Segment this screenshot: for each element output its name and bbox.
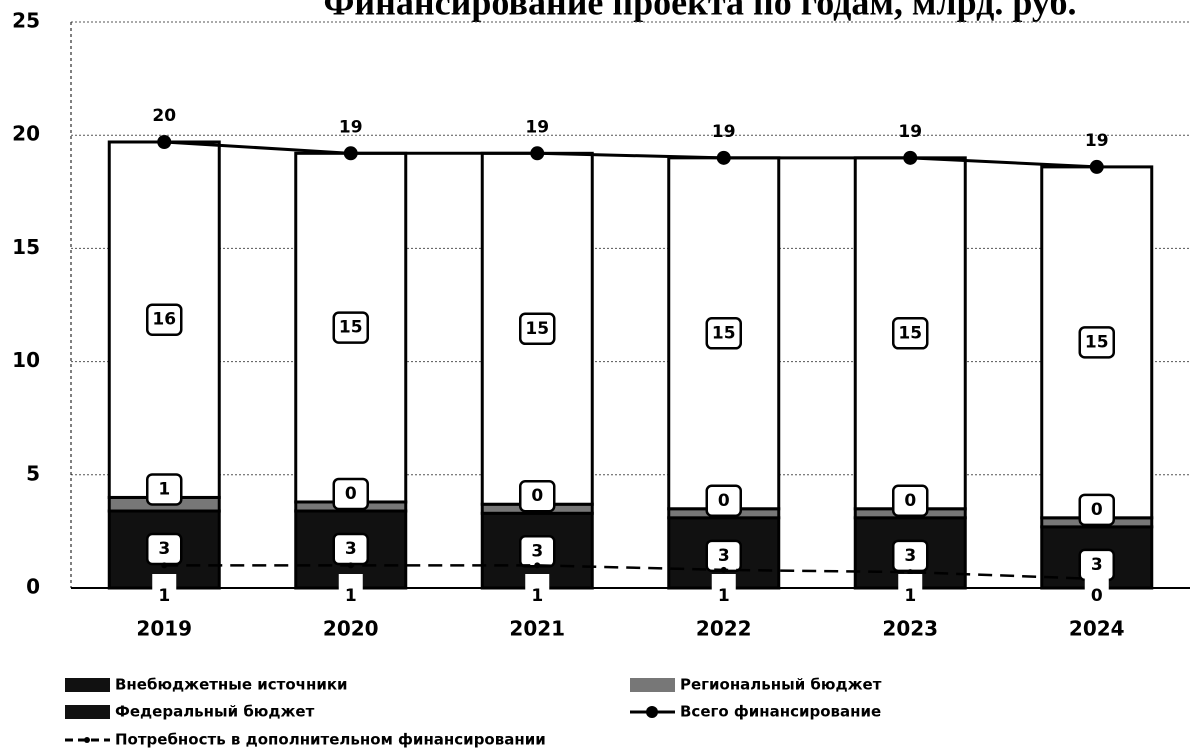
- x-tick-label: 2024: [1069, 617, 1125, 641]
- label-bg: [152, 574, 177, 602]
- legend-label: Внебюджетные источники: [115, 676, 348, 694]
- data-label: 15: [712, 323, 736, 343]
- data-label: 1: [904, 586, 916, 606]
- line-point: [534, 562, 541, 569]
- label-bg: [898, 574, 923, 602]
- label-box: [332, 477, 369, 511]
- data-label: 19: [1085, 131, 1109, 151]
- legend-marker: [84, 737, 90, 743]
- data-label: 20: [152, 106, 176, 126]
- legend-swatch: [630, 678, 675, 692]
- x-tick-label: 2019: [136, 617, 192, 641]
- data-label: 0: [1091, 586, 1103, 606]
- data-label: 0: [718, 491, 730, 511]
- y-tick-label: 15: [12, 235, 40, 259]
- data-label: 19: [339, 117, 363, 137]
- data-label: 15: [525, 319, 549, 339]
- y-tick-label: 20: [12, 122, 40, 146]
- line-point: [157, 134, 172, 149]
- label-box: [705, 317, 742, 350]
- data-label: 3: [1091, 555, 1103, 575]
- chart-title: Финансирование проекта по годам, млрд. р…: [324, 0, 1077, 22]
- line: [164, 140, 1097, 169]
- label-box: [705, 484, 742, 518]
- data-label: 19: [712, 122, 736, 142]
- data-label: 3: [345, 539, 357, 559]
- label-bg: [711, 574, 736, 602]
- data-label: 1: [158, 479, 170, 499]
- x-tick-label: 2023: [882, 617, 938, 641]
- label-bg: [338, 574, 363, 602]
- x-tick-label: 2021: [509, 617, 565, 641]
- line-point: [530, 146, 545, 161]
- data-label: 0: [1091, 500, 1103, 520]
- data-label: 0: [531, 486, 543, 506]
- data-label: 3: [718, 546, 730, 566]
- label-bg: [1084, 574, 1109, 602]
- data-label: 19: [525, 117, 549, 137]
- line-point: [1089, 159, 1104, 174]
- label-box: [1078, 493, 1115, 527]
- data-label: 15: [1085, 332, 1109, 352]
- data-label: 1: [718, 586, 730, 606]
- legend-label: Региональный бюджет: [680, 676, 882, 694]
- line-point: [347, 562, 354, 569]
- legend-swatch: [65, 705, 110, 719]
- data-label: 1: [345, 586, 357, 606]
- data-label: 0: [345, 484, 357, 504]
- y-tick-label: 10: [12, 348, 40, 372]
- label-bg: [525, 574, 550, 602]
- line-point: [903, 150, 918, 165]
- line: [164, 564, 1097, 581]
- label-box: [519, 312, 556, 346]
- label-box: [892, 317, 929, 350]
- data-label: 3: [158, 539, 170, 559]
- data-label: 16: [152, 310, 176, 330]
- y-tick-label: 0: [26, 575, 40, 599]
- data-label: 15: [339, 318, 363, 338]
- label-box: [519, 479, 556, 513]
- x-tick-label: 2020: [323, 617, 379, 641]
- line-point: [716, 150, 731, 165]
- label-box: [332, 311, 369, 344]
- x-tick-label: 2022: [696, 617, 752, 641]
- label-box: [146, 303, 183, 336]
- line-point: [343, 146, 358, 161]
- legend-swatch: [65, 678, 110, 692]
- y-tick-label: 25: [12, 9, 40, 33]
- data-label: 19: [898, 122, 922, 142]
- y-tick-label: 5: [26, 461, 40, 485]
- label-box: [892, 484, 929, 518]
- line-point: [907, 569, 914, 576]
- data-label: 15: [898, 323, 922, 343]
- legend-marker: [646, 706, 658, 718]
- legend-label: Потребность в дополнительном финансирова…: [115, 731, 546, 748]
- legend-label: Всего финансирование: [680, 703, 881, 721]
- data-label: 1: [158, 586, 170, 606]
- label-box: [146, 473, 183, 506]
- data-label: 0: [904, 491, 916, 511]
- data-label: 1: [531, 586, 543, 606]
- line-point: [161, 562, 168, 569]
- data-label: 3: [904, 546, 916, 566]
- line-point: [720, 566, 727, 573]
- data-label: 3: [531, 541, 543, 561]
- legend-label: Федеральный бюджет: [115, 703, 315, 721]
- label-box: [1078, 326, 1115, 359]
